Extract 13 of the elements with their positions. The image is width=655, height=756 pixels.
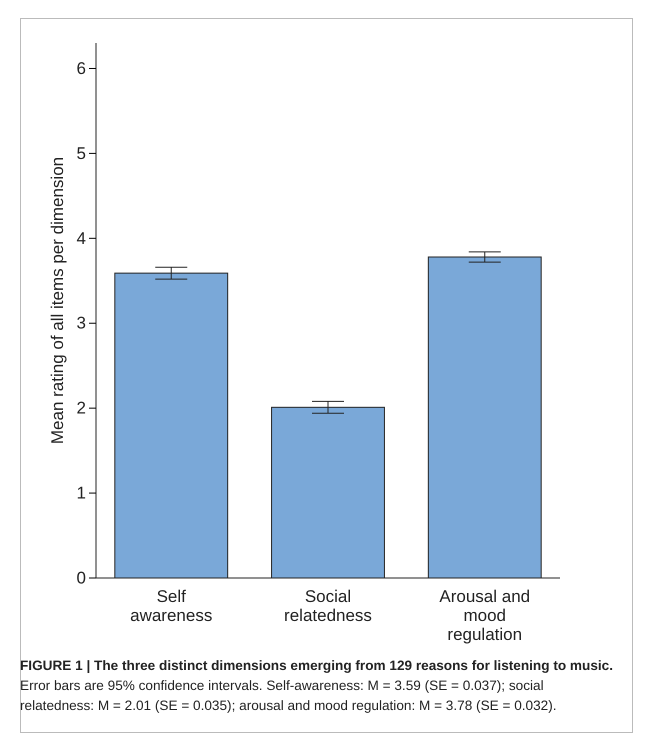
y-tick-label: 0 <box>76 568 86 588</box>
y-tick-label: 5 <box>76 144 86 163</box>
text: Error bars are 95% confidence intervals. Self-awareness: M = 3.59 (SE = 0.037); social relatedness: M = 2.01 (SE = 0.035); arousal and mood regulation: M = 3.78 (SE = 0.032). <box>20 678 557 713</box>
y-axis-title: Mean rating of all items per dimension <box>48 156 67 444</box>
x-tick-label: Self awareness <box>130 587 212 625</box>
x-tick-label: Social relatedness <box>284 587 372 625</box>
y-tick-label: 4 <box>76 228 86 248</box>
y-tick-label: 3 <box>76 314 86 333</box>
x-tick-label: Arousal and mood regulation <box>439 587 530 644</box>
y-tick-label: 2 <box>76 398 86 418</box>
text: FIGURE 1 | The three distinct dimensions emerging from 129 reasons for listening to music. <box>20 658 613 673</box>
y-tick-label: 1 <box>76 484 86 503</box>
y-tick-label: 6 <box>76 58 86 78</box>
